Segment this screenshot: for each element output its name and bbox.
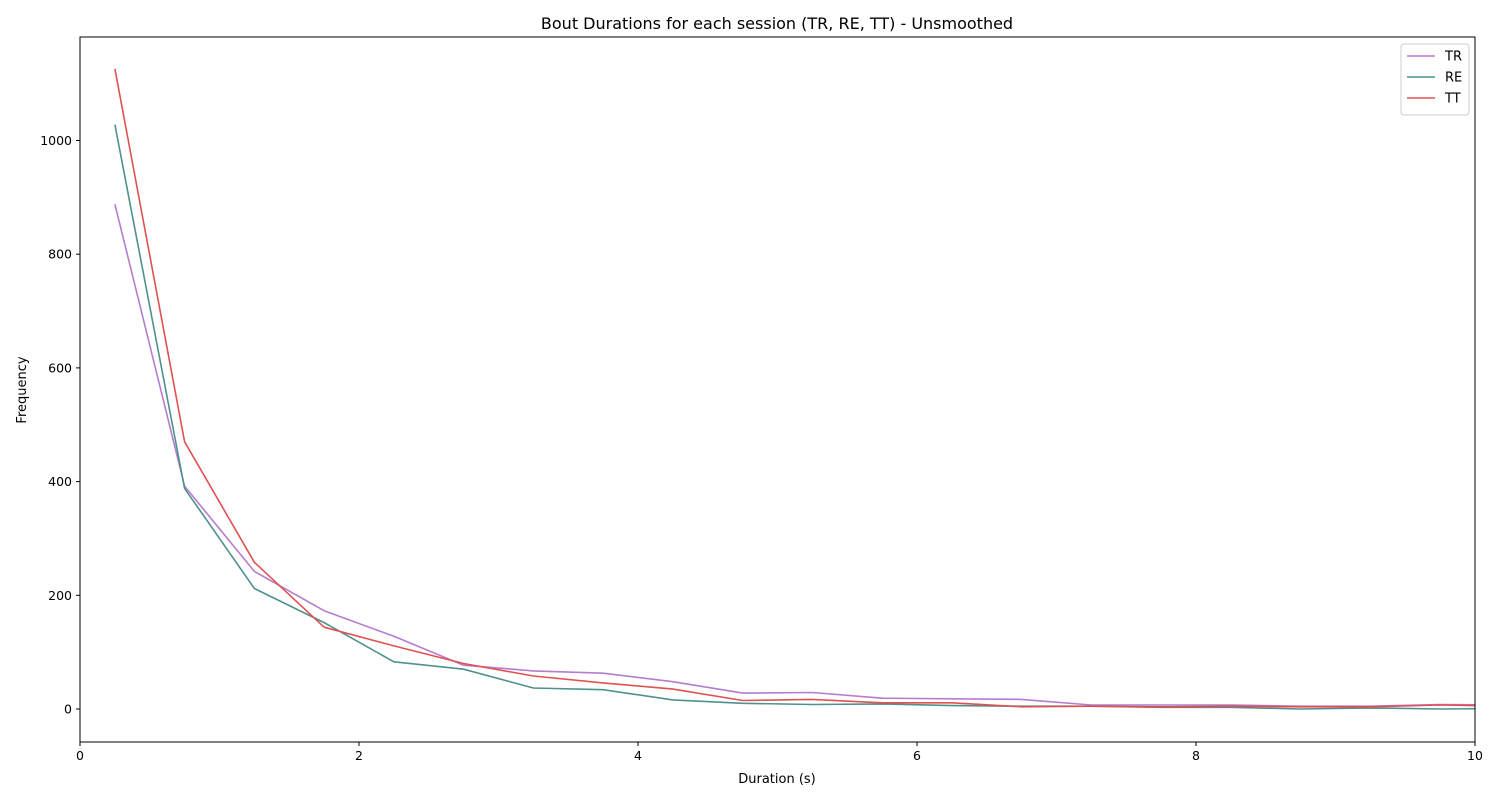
series-layer — [114, 68, 1475, 710]
legend-label-tr: TR — [1444, 50, 1462, 65]
x-tick-label: 0 — [76, 748, 84, 763]
series-line-tt — [114, 68, 1475, 708]
plot-frame — [79, 36, 1476, 743]
series-line-re — [114, 124, 1475, 710]
x-axis: 0 2 4 6 8 10 — [76, 742, 1483, 763]
x-tick-label: 4 — [634, 748, 642, 763]
y-tick-label: 600 — [48, 360, 72, 375]
y-axis-label: Frequency — [15, 356, 30, 423]
chart-title: Bout Durations for each session (TR, RE,… — [541, 14, 1013, 33]
legend-label-re: RE — [1445, 71, 1462, 86]
y-tick-label: 800 — [48, 247, 72, 262]
x-tick-label: 10 — [1467, 748, 1483, 763]
x-tick-label: 6 — [913, 748, 921, 763]
y-tick-label: 0 — [64, 702, 72, 717]
legend: TR RE TT — [1400, 43, 1470, 116]
y-tick-label: 1000 — [40, 133, 72, 148]
x-tick-label: 8 — [1192, 748, 1200, 763]
legend-label-tt: TT — [1444, 92, 1461, 107]
y-tick-label: 400 — [48, 474, 72, 489]
y-tick-label: 200 — [48, 588, 72, 603]
x-axis-label: Duration (s) — [738, 772, 816, 787]
y-axis: 0 200 400 600 800 1000 — [40, 133, 80, 717]
series-line-tr — [114, 204, 1475, 708]
x-tick-label: 2 — [355, 748, 363, 763]
